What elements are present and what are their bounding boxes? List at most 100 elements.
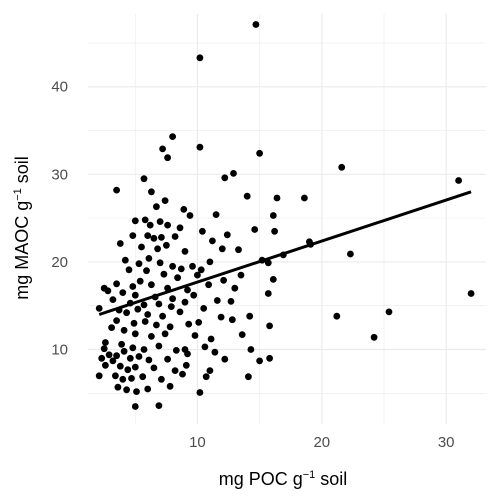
data-point xyxy=(231,284,239,292)
y-tick-label: 20 xyxy=(51,254,68,271)
data-point xyxy=(206,258,214,266)
data-point xyxy=(252,21,260,28)
data-point xyxy=(109,296,117,303)
data-point xyxy=(209,237,216,245)
data-point xyxy=(120,347,128,355)
data-point xyxy=(135,353,143,360)
data-point xyxy=(145,356,153,364)
data-point xyxy=(181,298,189,306)
data-point xyxy=(227,298,235,305)
data-point xyxy=(338,163,346,171)
data-point xyxy=(273,194,281,202)
data-point xyxy=(197,266,205,274)
x-axis-title-main: mg POC g xyxy=(219,469,303,489)
data-point xyxy=(301,194,308,202)
data-point xyxy=(118,340,125,348)
data-point xyxy=(269,276,277,283)
data-point xyxy=(129,232,137,240)
data-point xyxy=(124,366,132,374)
data-point xyxy=(104,287,112,295)
data-point xyxy=(112,372,119,380)
data-point xyxy=(141,318,149,325)
x-tick-label: 10 xyxy=(189,434,206,451)
data-point xyxy=(247,346,255,353)
data-point xyxy=(169,262,177,270)
data-point xyxy=(266,322,273,330)
data-point xyxy=(123,309,130,317)
data-point xyxy=(181,248,189,255)
data-point xyxy=(155,300,163,308)
data-point xyxy=(129,344,137,352)
data-point xyxy=(144,385,152,393)
y-axis-title-unit: soil xyxy=(12,156,32,188)
data-point xyxy=(177,265,185,273)
data-point xyxy=(200,305,208,312)
data-point xyxy=(95,372,103,380)
data-point xyxy=(153,321,160,329)
data-point xyxy=(201,343,209,351)
data-point xyxy=(119,375,127,383)
data-point xyxy=(207,335,215,343)
data-point xyxy=(221,174,229,182)
data-point xyxy=(182,361,190,369)
data-point xyxy=(108,324,115,331)
data-point xyxy=(228,316,236,324)
x-tick-label: 30 xyxy=(438,434,455,451)
data-point xyxy=(184,350,191,358)
data-point xyxy=(131,291,139,299)
y-axis-title-main: mg MAOC g xyxy=(12,201,32,300)
data-point xyxy=(171,367,179,374)
data-point xyxy=(134,305,142,313)
data-point xyxy=(166,382,174,390)
data-point xyxy=(172,347,180,354)
y-axis-title-exponent: −1 xyxy=(12,188,24,201)
data-point xyxy=(131,403,139,410)
data-point xyxy=(139,373,147,381)
data-point xyxy=(143,267,150,275)
data-point xyxy=(140,301,148,309)
data-point xyxy=(131,330,139,338)
data-point xyxy=(150,234,158,242)
data-point xyxy=(113,317,120,324)
data-point xyxy=(148,188,155,196)
data-point xyxy=(256,357,263,365)
data-point xyxy=(206,367,214,374)
data-point xyxy=(385,308,393,316)
data-point xyxy=(370,333,378,341)
data-point xyxy=(186,212,194,219)
data-point xyxy=(114,383,122,391)
data-point xyxy=(171,233,179,240)
data-point xyxy=(217,313,225,321)
data-point xyxy=(196,389,204,396)
data-point xyxy=(135,260,143,268)
data-point xyxy=(105,351,113,359)
data-point xyxy=(251,226,259,233)
data-points xyxy=(95,21,475,410)
data-point xyxy=(245,373,252,381)
x-axis-title-exponent: −1 xyxy=(303,469,316,481)
data-point xyxy=(116,240,124,247)
data-point xyxy=(155,402,163,409)
data-point xyxy=(153,203,160,211)
data-point xyxy=(161,330,169,338)
data-point xyxy=(169,133,177,141)
data-point xyxy=(246,312,254,320)
data-point xyxy=(218,245,226,253)
data-point xyxy=(131,217,139,225)
data-point xyxy=(133,388,140,395)
data-point xyxy=(126,354,134,362)
data-point xyxy=(156,218,164,226)
data-point xyxy=(179,370,186,378)
data-point xyxy=(164,221,172,229)
data-point xyxy=(146,221,154,229)
data-point xyxy=(119,289,127,296)
data-point xyxy=(116,362,124,370)
data-point xyxy=(180,206,188,213)
data-point xyxy=(98,354,106,362)
data-point xyxy=(120,326,128,334)
data-point xyxy=(123,386,130,394)
data-point xyxy=(213,297,221,304)
data-point xyxy=(266,354,273,362)
data-point xyxy=(169,295,177,303)
